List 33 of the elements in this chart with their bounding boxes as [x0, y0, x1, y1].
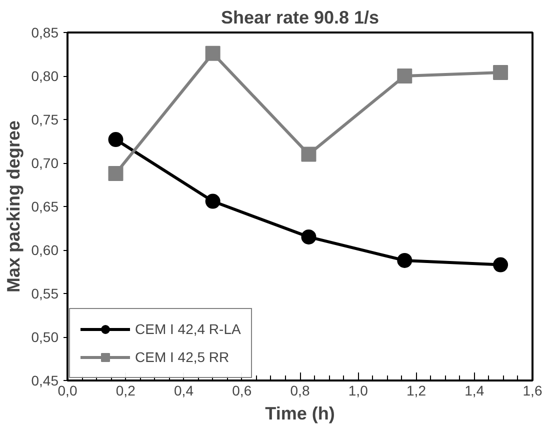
point [493, 65, 508, 80]
point [397, 252, 412, 268]
y-tick-label: 0,60 [31, 242, 59, 258]
y-tick-label: 0,85 [31, 24, 59, 40]
y-tick-label: 0,50 [31, 329, 59, 345]
y-tick-label: 0,75 [31, 112, 59, 128]
legend-label: CEM I 42,4 R-LA [135, 321, 241, 337]
x-tick-label: 0,8 [290, 382, 310, 398]
point [108, 132, 124, 147]
point [301, 229, 316, 244]
point [108, 166, 124, 181]
x-tick-label: 1,0 [348, 382, 368, 398]
x-tick-label: 0,6 [232, 382, 252, 398]
x-axis-title: Time (h) [265, 404, 335, 424]
y-tick-label: 0,80 [31, 68, 59, 84]
point [205, 46, 220, 61]
y-tick-label: 0,45 [31, 372, 59, 388]
x-tick-label: 0,2 [116, 382, 136, 398]
point [397, 68, 412, 84]
y-tick-label: 0,55 [31, 286, 59, 302]
point [493, 257, 508, 272]
y-axis-title: Max packing degree [3, 120, 24, 293]
x-tick-label: 1,4 [464, 382, 484, 398]
x-tick-label: 1,2 [406, 382, 426, 398]
point [301, 146, 316, 162]
y-tick-label: 0,70 [31, 155, 59, 171]
legend-label: CEM I 42,5 RR [135, 349, 230, 365]
y-tick-label: 0,65 [31, 198, 59, 214]
chart-title: Shear rate 90.8 1/s [220, 8, 380, 28]
x-tick-label: 1,6 [522, 382, 542, 398]
x-tick-label: 0,4 [174, 382, 194, 398]
point [205, 194, 220, 209]
x-tick-label: 0,0 [58, 382, 78, 398]
